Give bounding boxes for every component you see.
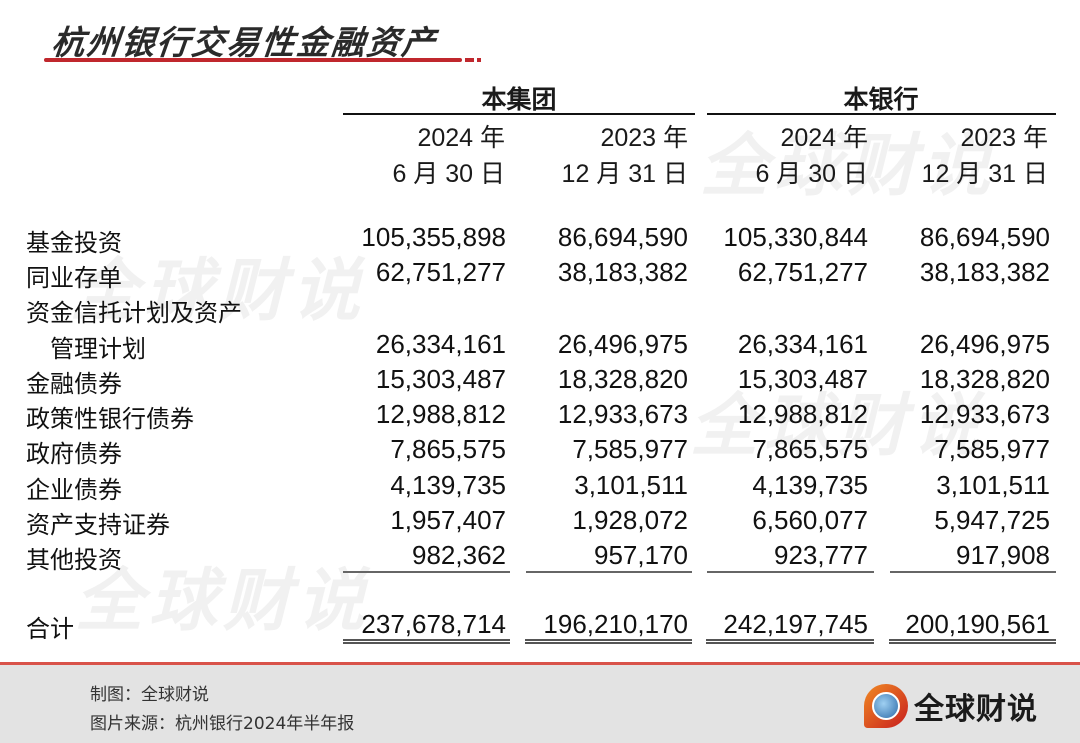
cell: 26,496,975 bbox=[557, 329, 688, 359]
group-header-group: 本集团 bbox=[481, 85, 557, 114]
cell: 7,865,575 bbox=[390, 434, 506, 464]
row-label: 政府债券 bbox=[26, 440, 122, 468]
cell: 15,303,487 bbox=[737, 364, 868, 394]
row-label: 资金信托计划及资产 bbox=[26, 299, 242, 327]
total-cell: 237,678,714 bbox=[361, 609, 506, 639]
cell: 982,362 bbox=[412, 540, 506, 570]
cell: 1,957,407 bbox=[390, 505, 506, 535]
cell: 86,694,590 bbox=[919, 222, 1050, 252]
cell: 3,101,511 bbox=[936, 470, 1050, 500]
image-source: 图片来源：杭州银行2024年半年报 bbox=[90, 714, 355, 734]
cell: 18,328,820 bbox=[557, 364, 688, 394]
cell: 12,988,812 bbox=[737, 399, 868, 429]
title-underline-dot bbox=[477, 58, 481, 62]
column-year: 2024 年 bbox=[417, 124, 505, 152]
cell: 86,694,590 bbox=[557, 222, 688, 252]
subtotal-rule bbox=[526, 571, 692, 573]
brand-logo: 全球财说 bbox=[864, 684, 1038, 728]
cell: 105,330,844 bbox=[723, 222, 868, 252]
cell: 957,170 bbox=[594, 540, 688, 570]
title-underline bbox=[44, 58, 462, 62]
globe-logo-icon bbox=[864, 684, 908, 728]
column-date: 6 月 30 日 bbox=[755, 160, 868, 188]
cell: 12,933,673 bbox=[919, 399, 1050, 429]
cell: 5,947,725 bbox=[934, 505, 1050, 535]
row-label: 同业存单 bbox=[26, 264, 122, 292]
cell: 923,777 bbox=[774, 540, 868, 570]
total-double-rule bbox=[889, 639, 1056, 644]
row-label: 资产支持证券 bbox=[26, 511, 170, 539]
column-date: 6 月 30 日 bbox=[392, 160, 505, 188]
cell: 1,928,072 bbox=[572, 505, 688, 535]
total-cell: 242,197,745 bbox=[723, 609, 868, 639]
cell: 26,334,161 bbox=[375, 329, 506, 359]
cell: 26,496,975 bbox=[919, 329, 1050, 359]
cell: 18,328,820 bbox=[919, 364, 1050, 394]
total-cell: 196,210,170 bbox=[543, 609, 688, 639]
page-title: 杭州银行交易性金融资产 bbox=[49, 23, 439, 62]
cell: 12,988,812 bbox=[375, 399, 506, 429]
column-year: 2024 年 bbox=[780, 124, 868, 152]
group-rule bbox=[343, 113, 695, 115]
column-date: 12 月 31 日 bbox=[561, 160, 688, 188]
cell: 4,139,735 bbox=[390, 470, 506, 500]
row-label: 基金投资 bbox=[26, 229, 122, 257]
subtotal-rule bbox=[707, 571, 874, 573]
cell: 62,751,277 bbox=[737, 257, 868, 287]
group-rule bbox=[707, 113, 1056, 115]
cell: 38,183,382 bbox=[919, 257, 1050, 287]
cell: 38,183,382 bbox=[557, 257, 688, 287]
total-double-rule bbox=[343, 639, 510, 644]
cell: 15,303,487 bbox=[375, 364, 506, 394]
chart-credit: 制图：全球财说 bbox=[90, 685, 209, 705]
cell: 6,560,077 bbox=[752, 505, 868, 535]
cell: 7,585,977 bbox=[572, 434, 688, 464]
total-label: 合计 bbox=[26, 615, 74, 643]
footer-divider bbox=[0, 662, 1080, 665]
column-date: 12 月 31 日 bbox=[921, 160, 1048, 188]
cell: 4,139,735 bbox=[752, 470, 868, 500]
cell: 12,933,673 bbox=[557, 399, 688, 429]
title-underline-dot bbox=[465, 58, 474, 62]
row-label: 政策性银行债券 bbox=[26, 405, 194, 433]
total-double-rule bbox=[706, 639, 874, 644]
row-label: 金融债券 bbox=[26, 370, 122, 398]
column-year: 2023 年 bbox=[600, 124, 688, 152]
row-label: 企业债券 bbox=[26, 476, 122, 504]
group-header-bank: 本银行 bbox=[843, 85, 919, 114]
total-cell: 200,190,561 bbox=[905, 609, 1050, 639]
subtotal-rule bbox=[343, 571, 510, 573]
row-label: 管理计划 bbox=[50, 335, 146, 363]
brand-name: 全球财说 bbox=[914, 692, 1038, 727]
cell: 7,865,575 bbox=[752, 434, 868, 464]
total-double-rule bbox=[525, 639, 692, 644]
cell: 105,355,898 bbox=[361, 222, 506, 252]
cell: 62,751,277 bbox=[375, 257, 506, 287]
cell: 7,585,977 bbox=[934, 434, 1050, 464]
subtotal-rule bbox=[890, 571, 1056, 573]
cell: 26,334,161 bbox=[737, 329, 868, 359]
column-year: 2023 年 bbox=[960, 124, 1048, 152]
cell: 3,101,511 bbox=[574, 470, 688, 500]
cell: 917,908 bbox=[956, 540, 1050, 570]
row-label: 其他投资 bbox=[26, 546, 122, 574]
